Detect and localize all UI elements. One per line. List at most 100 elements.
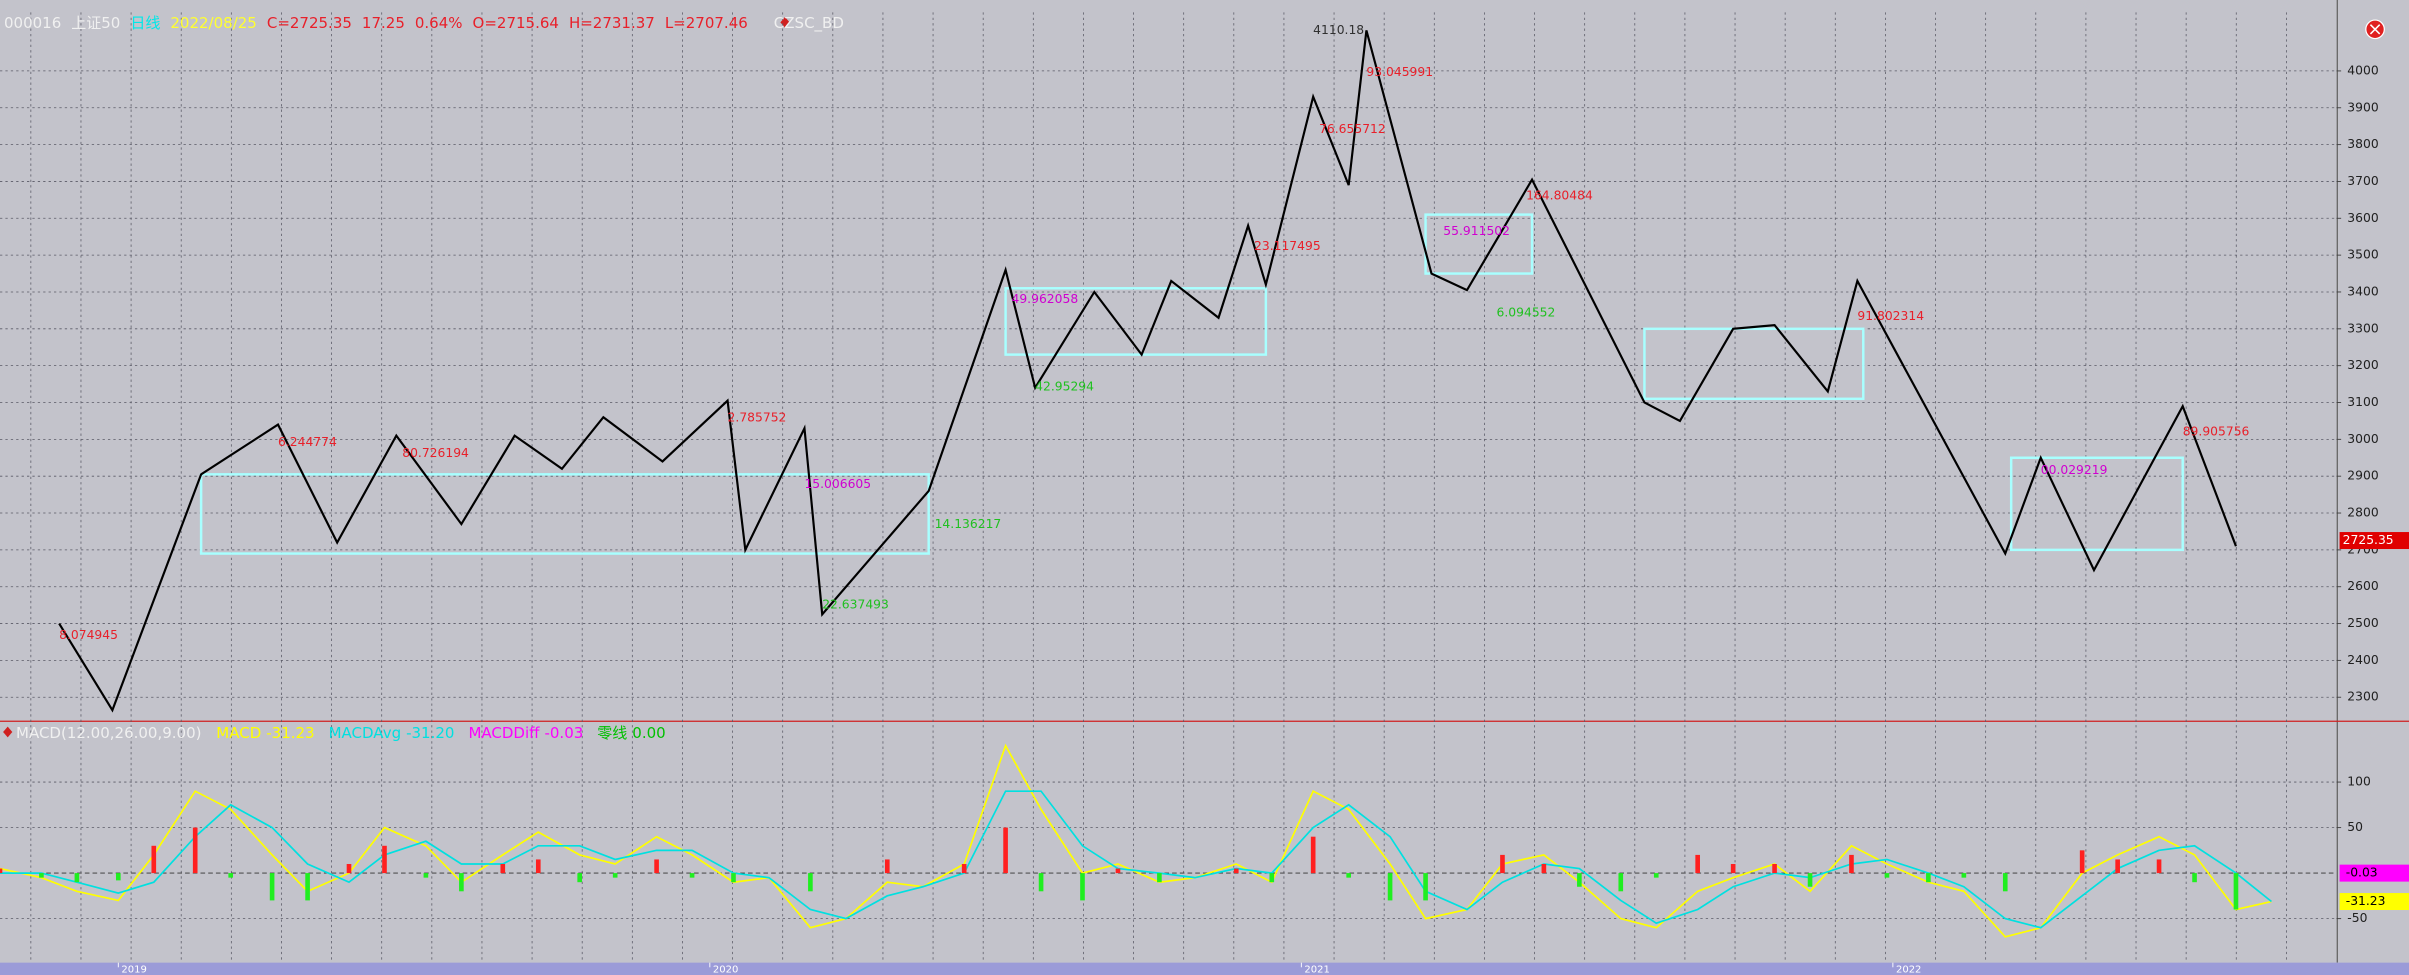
legend-value: -31.23: [266, 724, 315, 742]
histogram-bar: [192, 827, 198, 874]
pivot-box: [1424, 213, 1534, 275]
annotation: 8.074945: [59, 628, 118, 642]
x-tick-label: 2022: [1896, 965, 1921, 975]
histogram-bar: [1961, 873, 1967, 878]
legend-name: MACD: [216, 724, 262, 742]
histogram-bar: [2115, 859, 2120, 874]
histogram-bar: [423, 873, 429, 878]
low: L=2707.46: [664, 14, 748, 32]
histogram-bar: [346, 863, 352, 874]
histogram-bar: [1500, 854, 1505, 874]
legend-value: -0.03: [544, 724, 584, 742]
macd-marker: [3, 726, 13, 738]
histogram-bar: [1541, 863, 1547, 874]
macd-line: [0, 790, 2272, 929]
histogram-bar: [500, 863, 506, 874]
annotation: 49.962058: [1012, 292, 1079, 306]
annotation: 2.785752: [728, 410, 787, 424]
annotation: 14.136217: [935, 517, 1002, 531]
histogram-bar: [1807, 873, 1813, 887]
annotation: 23.117495: [1254, 239, 1321, 253]
indicator: CZSC_BD: [773, 14, 844, 32]
histogram-bar: [535, 859, 541, 874]
histogram-bar: [1423, 873, 1428, 901]
histogram-bar: [151, 845, 157, 874]
y-tick-label: 2600: [2347, 579, 2379, 593]
y-tick-label: 3600: [2347, 211, 2379, 225]
y-tick-label: 2800: [2347, 506, 2379, 520]
histogram-bar: [1233, 868, 1239, 874]
annotation: 55.911502: [1443, 224, 1510, 238]
histogram-bar: [1157, 873, 1162, 883]
date: 2022/08/25: [170, 14, 257, 32]
histogram-bar: [1618, 873, 1624, 892]
pivot-box: [1004, 287, 1268, 356]
period: 日线: [130, 14, 161, 32]
histogram-bar: [0, 868, 3, 874]
histogram-bar: [1653, 873, 1659, 878]
last-price-label: 2725.35: [2343, 533, 2394, 547]
pivot-box: [2009, 456, 2184, 552]
annotation: 93.045991: [1366, 65, 1433, 79]
annotation: 6.244774: [278, 435, 337, 449]
annotation: 89.905756: [2183, 424, 2250, 438]
annotation: 80.726194: [402, 446, 469, 460]
y-tick-label: 3200: [2347, 358, 2379, 372]
histogram-bar: [577, 873, 583, 883]
y-tick-label: 3700: [2347, 174, 2379, 188]
histogram-bar: [1695, 854, 1700, 874]
zigzag-line: [58, 30, 2237, 713]
legend-value: -31.20: [406, 724, 455, 742]
legend-name: MACDAvg: [328, 724, 402, 742]
x-tick-label: 2021: [1304, 965, 1329, 975]
legend-name: MACDDiff: [468, 724, 540, 742]
histogram-bar: [2192, 873, 2197, 883]
histogram-bar: [459, 873, 464, 892]
change: 17.25: [361, 14, 405, 32]
histogram-bar: [731, 873, 736, 883]
histogram-bar: [1926, 873, 1931, 883]
annotation: 15.006605: [804, 477, 871, 491]
y-tick-label: 3900: [2347, 100, 2379, 114]
histogram-bar: [961, 863, 967, 874]
y-tick-label: 3800: [2347, 137, 2379, 151]
histogram-bar: [1115, 868, 1121, 874]
histogram-bar: [612, 873, 618, 878]
histogram-bar: [1346, 873, 1351, 878]
histogram-bar: [305, 873, 310, 901]
histogram-bar: [808, 873, 813, 892]
histogram-bar: [1080, 873, 1085, 901]
annotation: 4110.18: [1313, 23, 1364, 37]
macd-header: MACD(12.00,26.00,9.00) MACD -31.23 MACDAvg…: [16, 722, 681, 743]
close-icon: [2369, 24, 2381, 35]
histogram-bar: [1849, 854, 1854, 874]
y-tick-label: 3300: [2347, 321, 2379, 335]
annotation: 22.637493: [822, 597, 889, 611]
y-tick-label: 3000: [2347, 432, 2379, 446]
pct: 0.64%: [414, 14, 463, 32]
legend-value: 0.00: [632, 724, 666, 742]
annotation: 6.094552: [1497, 305, 1556, 319]
time-axis-strip: [0, 962, 2409, 975]
header: 000016 上证50 日线 2022/08/25 C=2725.35 17.25 0.64…: [4, 12, 854, 33]
last-value-label: -0.03: [2346, 866, 2378, 880]
histogram-bar: [654, 859, 659, 874]
y-tick-label: 3100: [2347, 395, 2379, 409]
histogram-bar: [2079, 850, 2085, 874]
macd-legend: MACD -31.23 MACDAvg -31.20 MACDDiff -0.03 零线 0.…: [216, 724, 670, 742]
annotation: 00.029219: [2041, 463, 2108, 477]
histogram-bar: [115, 873, 121, 881]
histogram-bar: [269, 873, 275, 901]
y-tick-label: 2300: [2347, 690, 2379, 704]
last-value-box: [2339, 893, 2409, 911]
y-tick-label: 3400: [2347, 284, 2379, 298]
annotation: 91.802314: [1857, 309, 1924, 323]
symbol-name: 上证50: [71, 14, 121, 32]
histogram-bar: [1038, 873, 1044, 892]
histogram-bar: [689, 873, 695, 878]
histogram-bar: [884, 859, 890, 874]
histogram-bar: [1577, 873, 1582, 887]
y-tick-label: -50: [2347, 911, 2367, 925]
annotation: 164.80484: [1526, 188, 1593, 202]
